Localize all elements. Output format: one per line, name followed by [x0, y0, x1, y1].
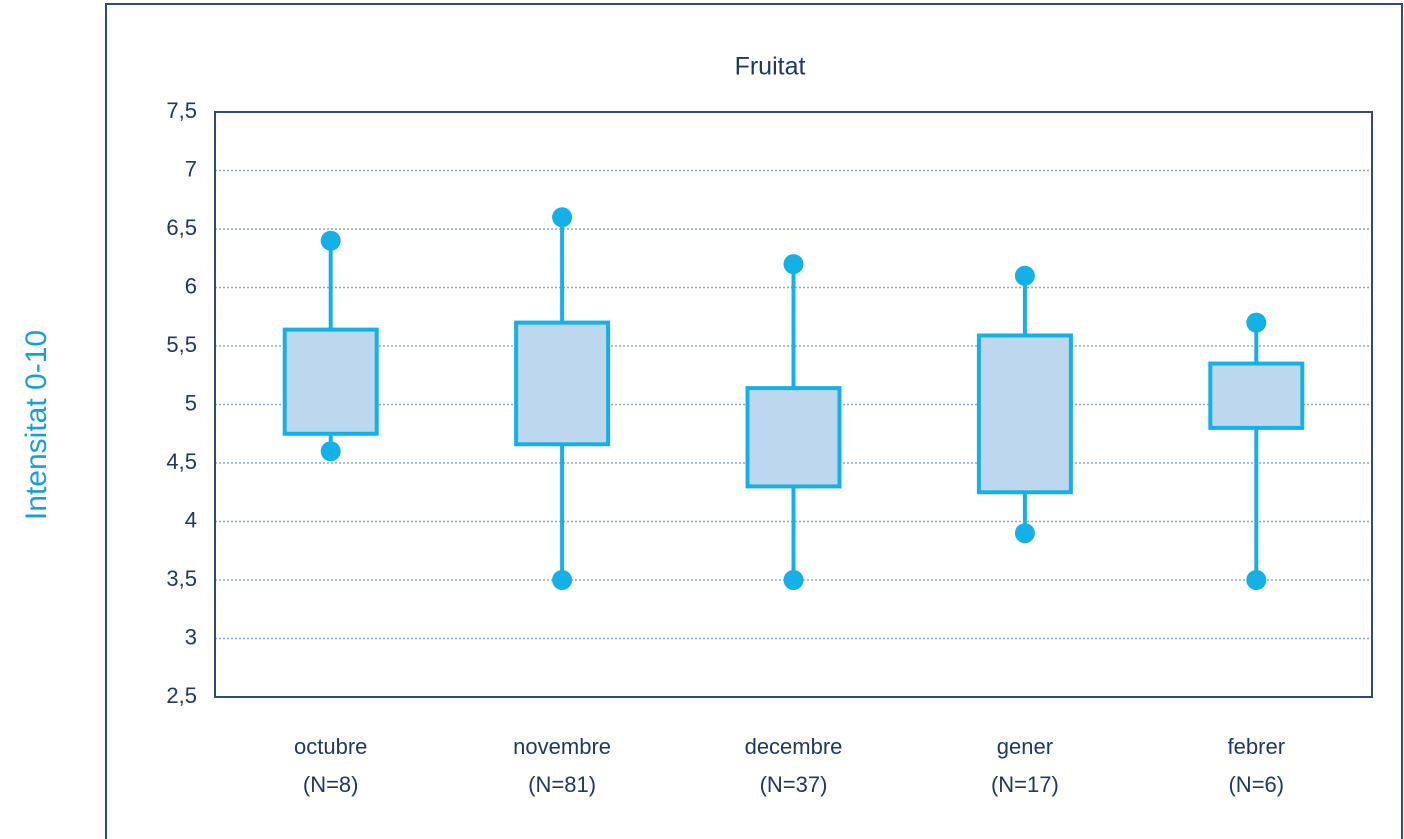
- chart-title: Fruitat: [735, 53, 806, 81]
- y-tick-label: 6: [185, 273, 197, 298]
- min-dot: [1014, 523, 1035, 544]
- y-tick-label: 2,5: [166, 683, 197, 708]
- box: [976, 333, 1073, 495]
- y-tick-label: 4: [185, 507, 197, 532]
- y-tick-label: 5: [185, 390, 197, 415]
- x-tick-label: octubre: [294, 734, 367, 759]
- min-dot: [783, 570, 804, 590]
- x-tick-label: febrer: [1228, 734, 1285, 759]
- y-tick-label: 3: [185, 624, 197, 649]
- max-dot: [1014, 265, 1035, 286]
- min-dot: [552, 570, 573, 590]
- min-dot: [1246, 570, 1267, 590]
- box: [1208, 361, 1305, 430]
- min-dot: [320, 441, 341, 462]
- y-tick-label: 4,5: [166, 449, 197, 474]
- x-tick-label: novembre: [513, 734, 611, 759]
- max-dot: [1246, 312, 1267, 333]
- box: [282, 327, 379, 436]
- y-tick-label: 7,5: [166, 98, 197, 123]
- x-tick-label: (N=81): [528, 772, 596, 797]
- box: [514, 320, 611, 447]
- y-tick-label: 5,5: [166, 332, 197, 357]
- plot-frame: [214, 111, 1373, 698]
- y-axis-label: Intensitat 0-10: [20, 330, 53, 520]
- chart-frame: [105, 3, 1403, 839]
- x-tick-label: gener: [997, 734, 1053, 759]
- max-dot: [320, 230, 341, 251]
- y-tick-label: 3,5: [166, 566, 197, 591]
- x-tick-label: (N=8): [303, 772, 359, 797]
- max-dot: [552, 207, 573, 228]
- box: [745, 386, 842, 489]
- x-tick-label: (N=6): [1228, 772, 1284, 797]
- y-tick-label: 7: [185, 156, 197, 181]
- max-dot: [783, 254, 804, 275]
- x-tick-label: (N=37): [760, 772, 828, 797]
- x-tick-label: (N=17): [991, 772, 1059, 797]
- x-tick-label: decembre: [745, 734, 843, 759]
- y-tick-label: 6,5: [166, 215, 197, 240]
